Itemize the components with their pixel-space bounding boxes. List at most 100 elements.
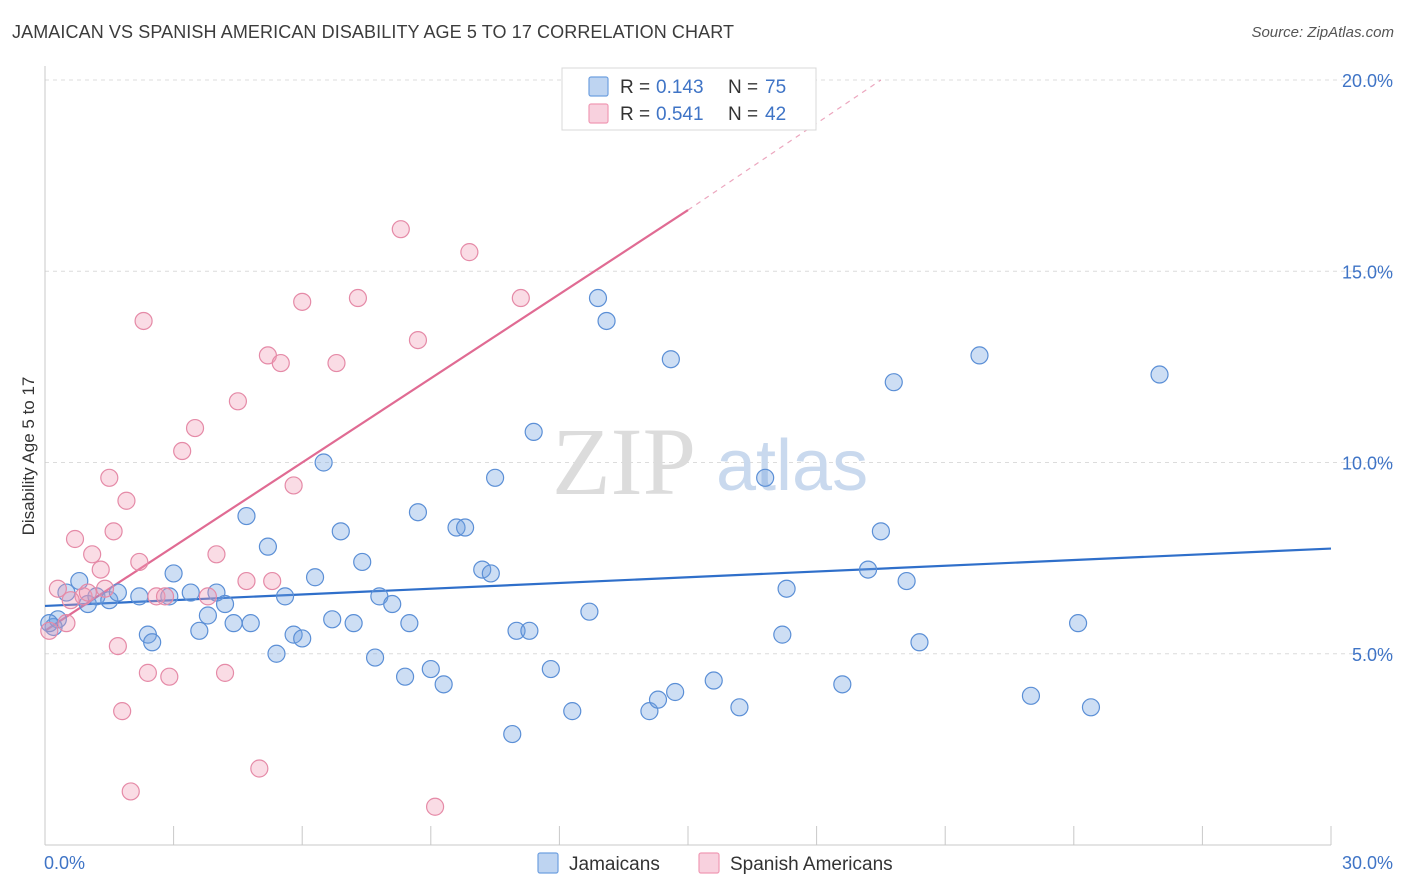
data-point	[833, 675, 852, 694]
data-point	[215, 663, 235, 682]
trend-line-spanish-americans	[44, 209, 689, 632]
data-point	[524, 422, 543, 441]
data-point	[331, 522, 350, 541]
data-point	[250, 759, 269, 778]
data-point	[1068, 614, 1088, 633]
data-point	[434, 675, 453, 694]
data-points	[40, 220, 1169, 816]
legend-n-value-jamaicans: 75	[765, 77, 786, 98]
data-point	[130, 587, 149, 606]
data-point	[507, 621, 526, 640]
legend-n-label-jamaicans: N =	[728, 77, 758, 98]
watermark-zip: ZIP	[552, 408, 696, 515]
data-point	[284, 476, 303, 495]
legend-r-label-spanish-americans: R =	[620, 104, 650, 125]
y-axis-label: Disability Age 5 to 17	[19, 377, 38, 536]
data-point	[190, 621, 209, 640]
data-point	[563, 702, 582, 721]
bottom-legend-label-spanish-americans: Spanish Americans	[730, 854, 893, 875]
data-point	[391, 220, 410, 239]
data-point	[173, 441, 192, 461]
legend-swatch-jamaicans	[588, 76, 609, 97]
data-point	[293, 629, 312, 648]
watermark-atlas: atlas	[716, 426, 868, 506]
tick-labels: 5.0% 10.0% 15.0% 20.0% 0.0% 30.0%	[44, 71, 1393, 873]
data-point	[884, 373, 903, 392]
data-point	[455, 518, 475, 537]
data-point	[130, 552, 149, 572]
legend-box	[561, 67, 817, 131]
data-point	[228, 392, 247, 411]
data-point	[400, 614, 419, 633]
data-point	[134, 311, 153, 331]
legend-n-label-spanish-americans: N =	[728, 104, 758, 125]
data-point	[756, 468, 775, 487]
data-point	[777, 579, 796, 598]
data-point	[353, 552, 372, 572]
x-tick-label-min: 0.0%	[44, 853, 85, 873]
data-point	[224, 614, 243, 633]
data-point	[104, 522, 123, 541]
chart-title: JAMAICAN VS SPANISH AMERICAN DISABILITY …	[12, 22, 735, 42]
data-point	[83, 545, 102, 564]
data-point	[970, 346, 989, 365]
data-point	[520, 621, 539, 640]
legend-r-value-jamaicans: 0.143	[656, 77, 704, 98]
trend-line-extension	[687, 79, 882, 211]
legend-r-value-spanish-americans: 0.541	[656, 104, 704, 125]
data-point	[138, 663, 157, 682]
data-point	[473, 560, 492, 579]
data-point	[666, 682, 685, 702]
data-point	[160, 667, 179, 686]
y-tick-label: 15.0%	[1342, 262, 1393, 282]
legend: R = 0.143 N = 75 R = 0.541 N = 42	[561, 67, 817, 131]
data-point	[160, 587, 179, 606]
trendlines	[44, 79, 1332, 632]
trend-line-jamaicans	[44, 547, 1332, 608]
data-point	[1150, 365, 1169, 384]
data-point	[344, 614, 363, 633]
data-point	[275, 587, 295, 606]
data-point	[100, 468, 119, 487]
data-point	[113, 702, 132, 721]
x-tick-label-max: 30.0%	[1342, 853, 1393, 873]
gridlines	[45, 79, 1393, 655]
watermark: ZIP atlas	[552, 408, 868, 515]
series-jamaicans	[40, 288, 1169, 744]
legend-n-value-spanish-americans: 42	[765, 104, 786, 125]
data-point	[65, 529, 85, 549]
data-point	[588, 288, 608, 308]
data-point	[143, 633, 162, 652]
data-point	[95, 579, 115, 598]
data-point	[580, 602, 599, 621]
y-tick-label: 5.0%	[1352, 645, 1393, 665]
data-point	[61, 591, 80, 610]
data-point	[597, 311, 616, 331]
data-point	[293, 292, 312, 311]
data-point	[185, 418, 205, 438]
data-point	[48, 579, 67, 598]
data-point	[215, 594, 235, 614]
data-point	[198, 606, 217, 625]
bottom-legend-swatch-spanish-americans	[698, 852, 720, 874]
axes	[44, 66, 1332, 846]
data-point	[1021, 686, 1041, 705]
data-point	[383, 594, 402, 614]
data-point	[164, 564, 183, 583]
data-point	[503, 724, 522, 744]
data-point	[263, 571, 282, 591]
source-label: Source: ZipAtlas.com	[1251, 24, 1394, 41]
data-point	[773, 625, 792, 644]
data-point	[117, 491, 136, 510]
data-point	[207, 545, 226, 564]
data-point	[305, 568, 325, 587]
legend-swatch-spanish-americans	[588, 103, 609, 124]
data-point	[91, 560, 110, 579]
data-point	[730, 698, 749, 717]
y-tick-label: 20.0%	[1342, 71, 1393, 91]
data-point	[365, 648, 385, 667]
data-point	[258, 537, 278, 556]
data-point	[323, 610, 342, 629]
data-point	[348, 288, 368, 308]
data-point	[181, 583, 200, 602]
